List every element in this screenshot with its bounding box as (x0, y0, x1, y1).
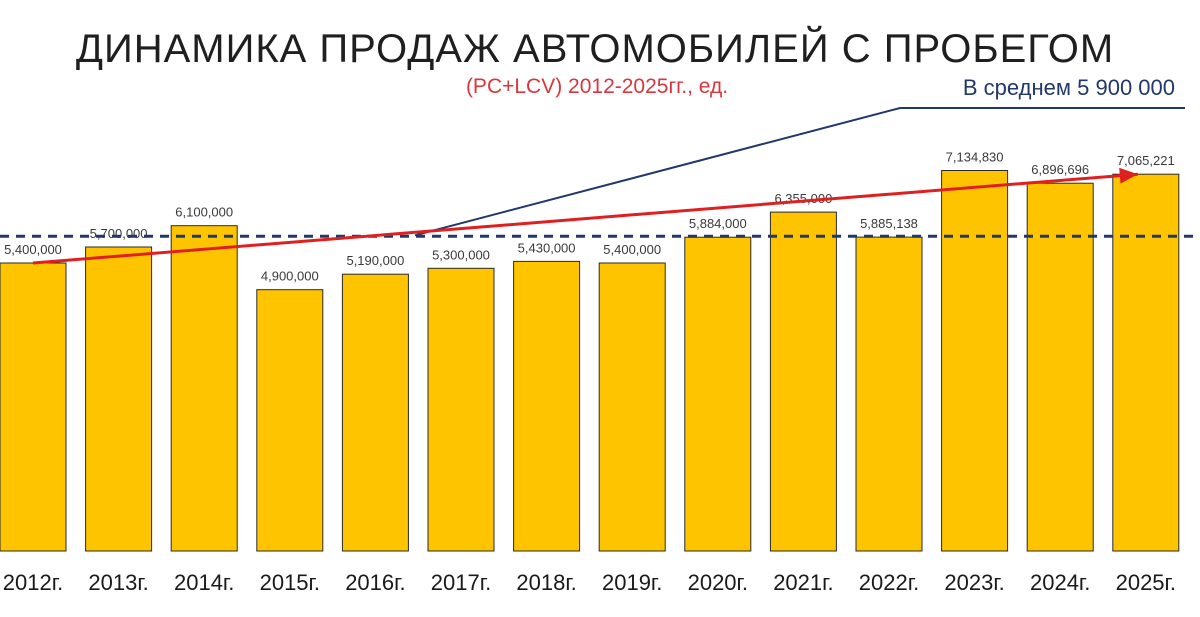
trend-arrow-line (32, 172, 1138, 265)
bar-2017г. (427, 267, 495, 552)
x-axis-ticks: 2012г. 2013г. 2014г. 2015г. 2016г. 2017г. 2018… (3, 570, 1176, 595)
data-label-2022г.: 5,885,138 (860, 216, 918, 231)
bar-2023г. (941, 170, 1009, 552)
average-leader-line (414, 107, 1185, 237)
data-label-2024г.: 6,896,696 (1031, 162, 1089, 177)
bars-layer (0, 170, 1180, 552)
x-tick-label-2018г.: 2018г. (516, 570, 576, 595)
x-tick-label-2016г.: 2016г. (345, 570, 405, 595)
data-label-2015г.: 4,900,000 (261, 269, 319, 284)
annotation-lines (0, 107, 1200, 265)
bar-2016г. (341, 273, 409, 552)
data-label-2014г.: 6,100,000 (175, 205, 233, 220)
data-labels-layer: 5,400,000 5,700,000 6,100,000 4,900,000 5,19… (4, 150, 1175, 284)
trend-arrow-head (1119, 167, 1138, 184)
bar-2024г. (1026, 182, 1094, 552)
data-label-2012г.: 5,400,000 (4, 242, 62, 257)
bar-2018г. (513, 260, 581, 552)
x-tick-label-2020г.: 2020г. (688, 570, 748, 595)
x-tick-label-2012г.: 2012г. (3, 570, 63, 595)
x-tick-label-2023г.: 2023г. (944, 570, 1004, 595)
data-label-2018г.: 5,430,000 (518, 240, 576, 255)
bar-2025г. (1112, 173, 1180, 552)
data-label-2020г.: 5,884,000 (689, 216, 747, 231)
x-tick-label-2021г.: 2021г. (773, 570, 833, 595)
x-tick-label-2013г.: 2013г. (88, 570, 148, 595)
bar-2020г. (684, 236, 752, 552)
data-label-2019г.: 5,400,000 (603, 242, 661, 257)
bar-2013г. (85, 246, 153, 552)
data-label-2013г.: 5,700,000 (90, 226, 148, 241)
data-label-2025г.: 7,065,221 (1117, 153, 1175, 168)
x-tick-label-2019г.: 2019г. (602, 570, 662, 595)
data-label-2017г.: 5,300,000 (432, 247, 490, 262)
bar-2015г. (256, 289, 324, 552)
x-tick-label-2022г.: 2022г. (859, 570, 919, 595)
x-tick-label-2014г.: 2014г. (174, 570, 234, 595)
chart-subtitle: (PC+LCV) 2012-2025гг., ед. (466, 75, 728, 98)
chart-title: ДИНАМИКА ПРОДАЖ АВТОМОБИЛЕЙ С ПРОБЕГОМ (76, 25, 1114, 71)
bar-2012г. (0, 262, 67, 552)
x-tick-label-2015г.: 2015г. (260, 570, 320, 595)
data-label-2016г.: 5,190,000 (346, 253, 404, 268)
average-label: В среднем 5 900 000 (963, 75, 1175, 100)
bar-2014г. (170, 225, 238, 552)
data-label-2023г.: 7,134,830 (946, 150, 1004, 165)
x-tick-label-2024г.: 2024г. (1030, 570, 1090, 595)
x-tick-label-2017г.: 2017г. (431, 570, 491, 595)
bar-2022г. (855, 236, 923, 552)
x-tick-label-2025г.: 2025г. (1116, 570, 1176, 595)
bar-2019г. (598, 262, 666, 552)
bar-2021г. (769, 211, 837, 552)
